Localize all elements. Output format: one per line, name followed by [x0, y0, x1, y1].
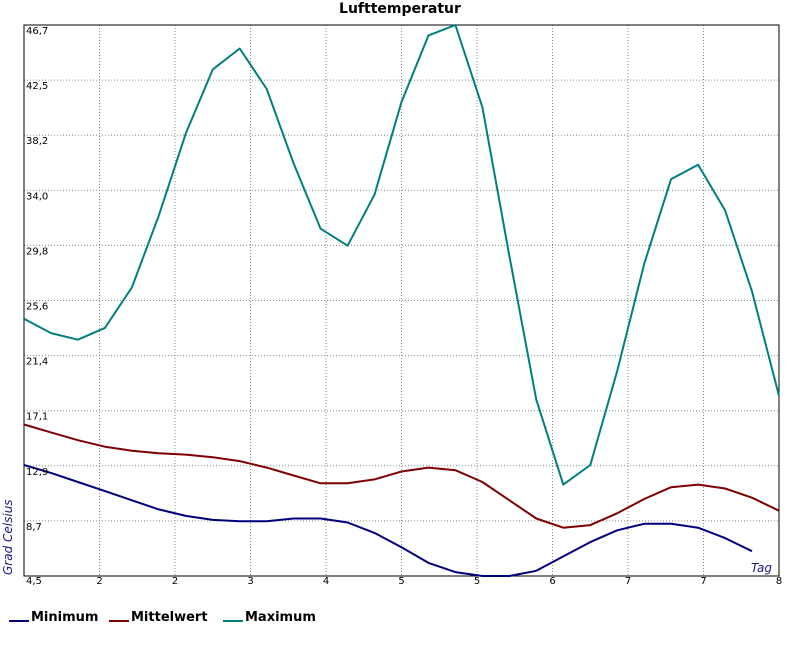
x-axis-label: Tag: [751, 561, 772, 575]
y-tick-label: 21,4: [26, 357, 48, 368]
y-tick-label: 46,7: [26, 26, 48, 37]
legend-label-minimum: Minimum: [31, 610, 98, 625]
series-line-mittelwert: [23, 423, 780, 529]
y-tick-label: 17,1: [26, 412, 48, 423]
x-tick-label: 7: [700, 576, 706, 587]
legend: Minimum Mittelwert Maximum: [9, 610, 316, 625]
series-lines: [23, 24, 780, 577]
x-tick-label: 2: [96, 576, 102, 587]
y-tick-label: 25,6: [26, 302, 48, 313]
y-tick-label: 38,2: [26, 136, 48, 147]
chart-title: Lufttemperatur: [339, 1, 461, 17]
y-tick-label: 34,0: [26, 191, 48, 202]
x-tick-label: 4: [323, 576, 329, 587]
x-tick-label: 5: [474, 576, 480, 587]
series-line-maximum: [23, 24, 780, 486]
x-tick-label: 3: [247, 576, 253, 587]
y-tick-label: 8,7: [26, 522, 42, 533]
x-tick-label: 7: [625, 576, 631, 587]
legend-label-mittelwert: Mittelwert: [131, 610, 208, 625]
x-tick-label: 2: [172, 576, 178, 587]
x-axis-ticks: 2 2 3 4 5 5 6 7 7 8: [96, 576, 782, 587]
series-line-minimum: [23, 464, 753, 577]
y-tick-label-bottom: 4,5: [26, 576, 42, 587]
legend-label-maximum: Maximum: [245, 610, 316, 625]
plot-area-frame: [23, 24, 780, 577]
x-tick-label: 5: [398, 576, 404, 587]
y-axis-label: Grad Celsius: [1, 499, 15, 575]
x-tick-label-right: 8: [776, 576, 782, 587]
y-tick-label: 29,8: [26, 246, 48, 257]
y-tick-label: 42,5: [26, 81, 48, 92]
y-axis-ticks: 46,7 42,5 38,2 34,0 29,8 25,6 21,4 17,1 12,9 8,7 4…: [26, 26, 48, 587]
grid: [24, 25, 779, 576]
y-tick-label: 12,9: [26, 467, 48, 478]
x-tick-label: 6: [549, 576, 555, 587]
